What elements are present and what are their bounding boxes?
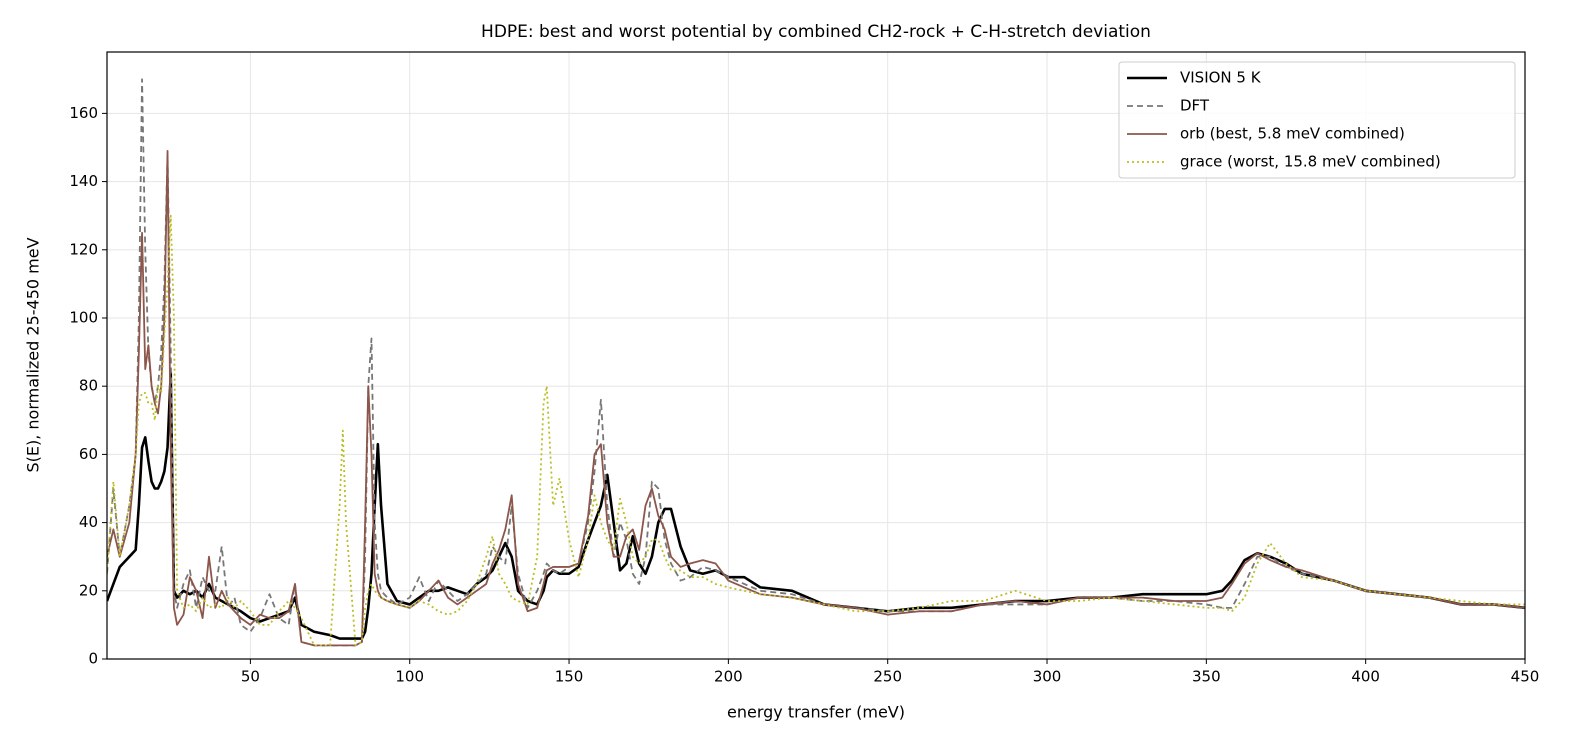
series-line bbox=[107, 78, 1525, 647]
x-tick-label: 450 bbox=[1511, 668, 1540, 686]
x-tick-label: 350 bbox=[1192, 668, 1221, 686]
plot-lines bbox=[107, 78, 1525, 647]
x-tick-label: 400 bbox=[1351, 668, 1380, 686]
y-tick-label: 100 bbox=[69, 308, 98, 326]
legend-label: DFT bbox=[1180, 97, 1210, 115]
legend-label: VISION 5 K bbox=[1180, 69, 1262, 87]
legend-label: grace (worst, 15.8 meV combined) bbox=[1180, 153, 1441, 171]
y-tick-label: 60 bbox=[79, 445, 98, 463]
x-tick-label: 150 bbox=[555, 668, 584, 686]
series-line bbox=[107, 371, 1525, 640]
grid bbox=[107, 52, 1526, 660]
chart-title: HDPE: best and worst potential by combin… bbox=[481, 22, 1151, 42]
ticks: 50 100 150 200 250 300 350 400 450 0 20 40 60 80 100 12… bbox=[69, 104, 1539, 686]
x-axis-label: energy transfer (meV) bbox=[727, 703, 905, 722]
y-tick-label: 120 bbox=[69, 240, 98, 258]
x-tick-label: 250 bbox=[873, 668, 902, 686]
legend-box bbox=[1118, 61, 1516, 179]
x-tick-label: 100 bbox=[395, 668, 424, 686]
y-tick-label: 0 bbox=[88, 650, 98, 668]
y-axis-label: S(E), normalized 25-450 meV bbox=[24, 237, 43, 472]
y-tick-label: 20 bbox=[79, 581, 98, 599]
y-tick-label: 160 bbox=[69, 104, 98, 122]
x-tick-label: 200 bbox=[714, 668, 743, 686]
x-tick-label: 300 bbox=[1033, 668, 1062, 686]
series-line bbox=[107, 149, 1525, 647]
legend: VISION 5 K DFT orb (best, 5.8 meV combined… bbox=[1118, 61, 1516, 179]
y-tick-label: 140 bbox=[69, 172, 98, 190]
series-line bbox=[107, 214, 1525, 647]
y-tick-label: 80 bbox=[79, 377, 98, 395]
legend-label: orb (best, 5.8 meV combined) bbox=[1180, 125, 1405, 143]
plot-frame bbox=[106, 51, 1526, 660]
y-tick-label: 40 bbox=[79, 513, 98, 531]
x-tick-label: 50 bbox=[241, 668, 260, 686]
